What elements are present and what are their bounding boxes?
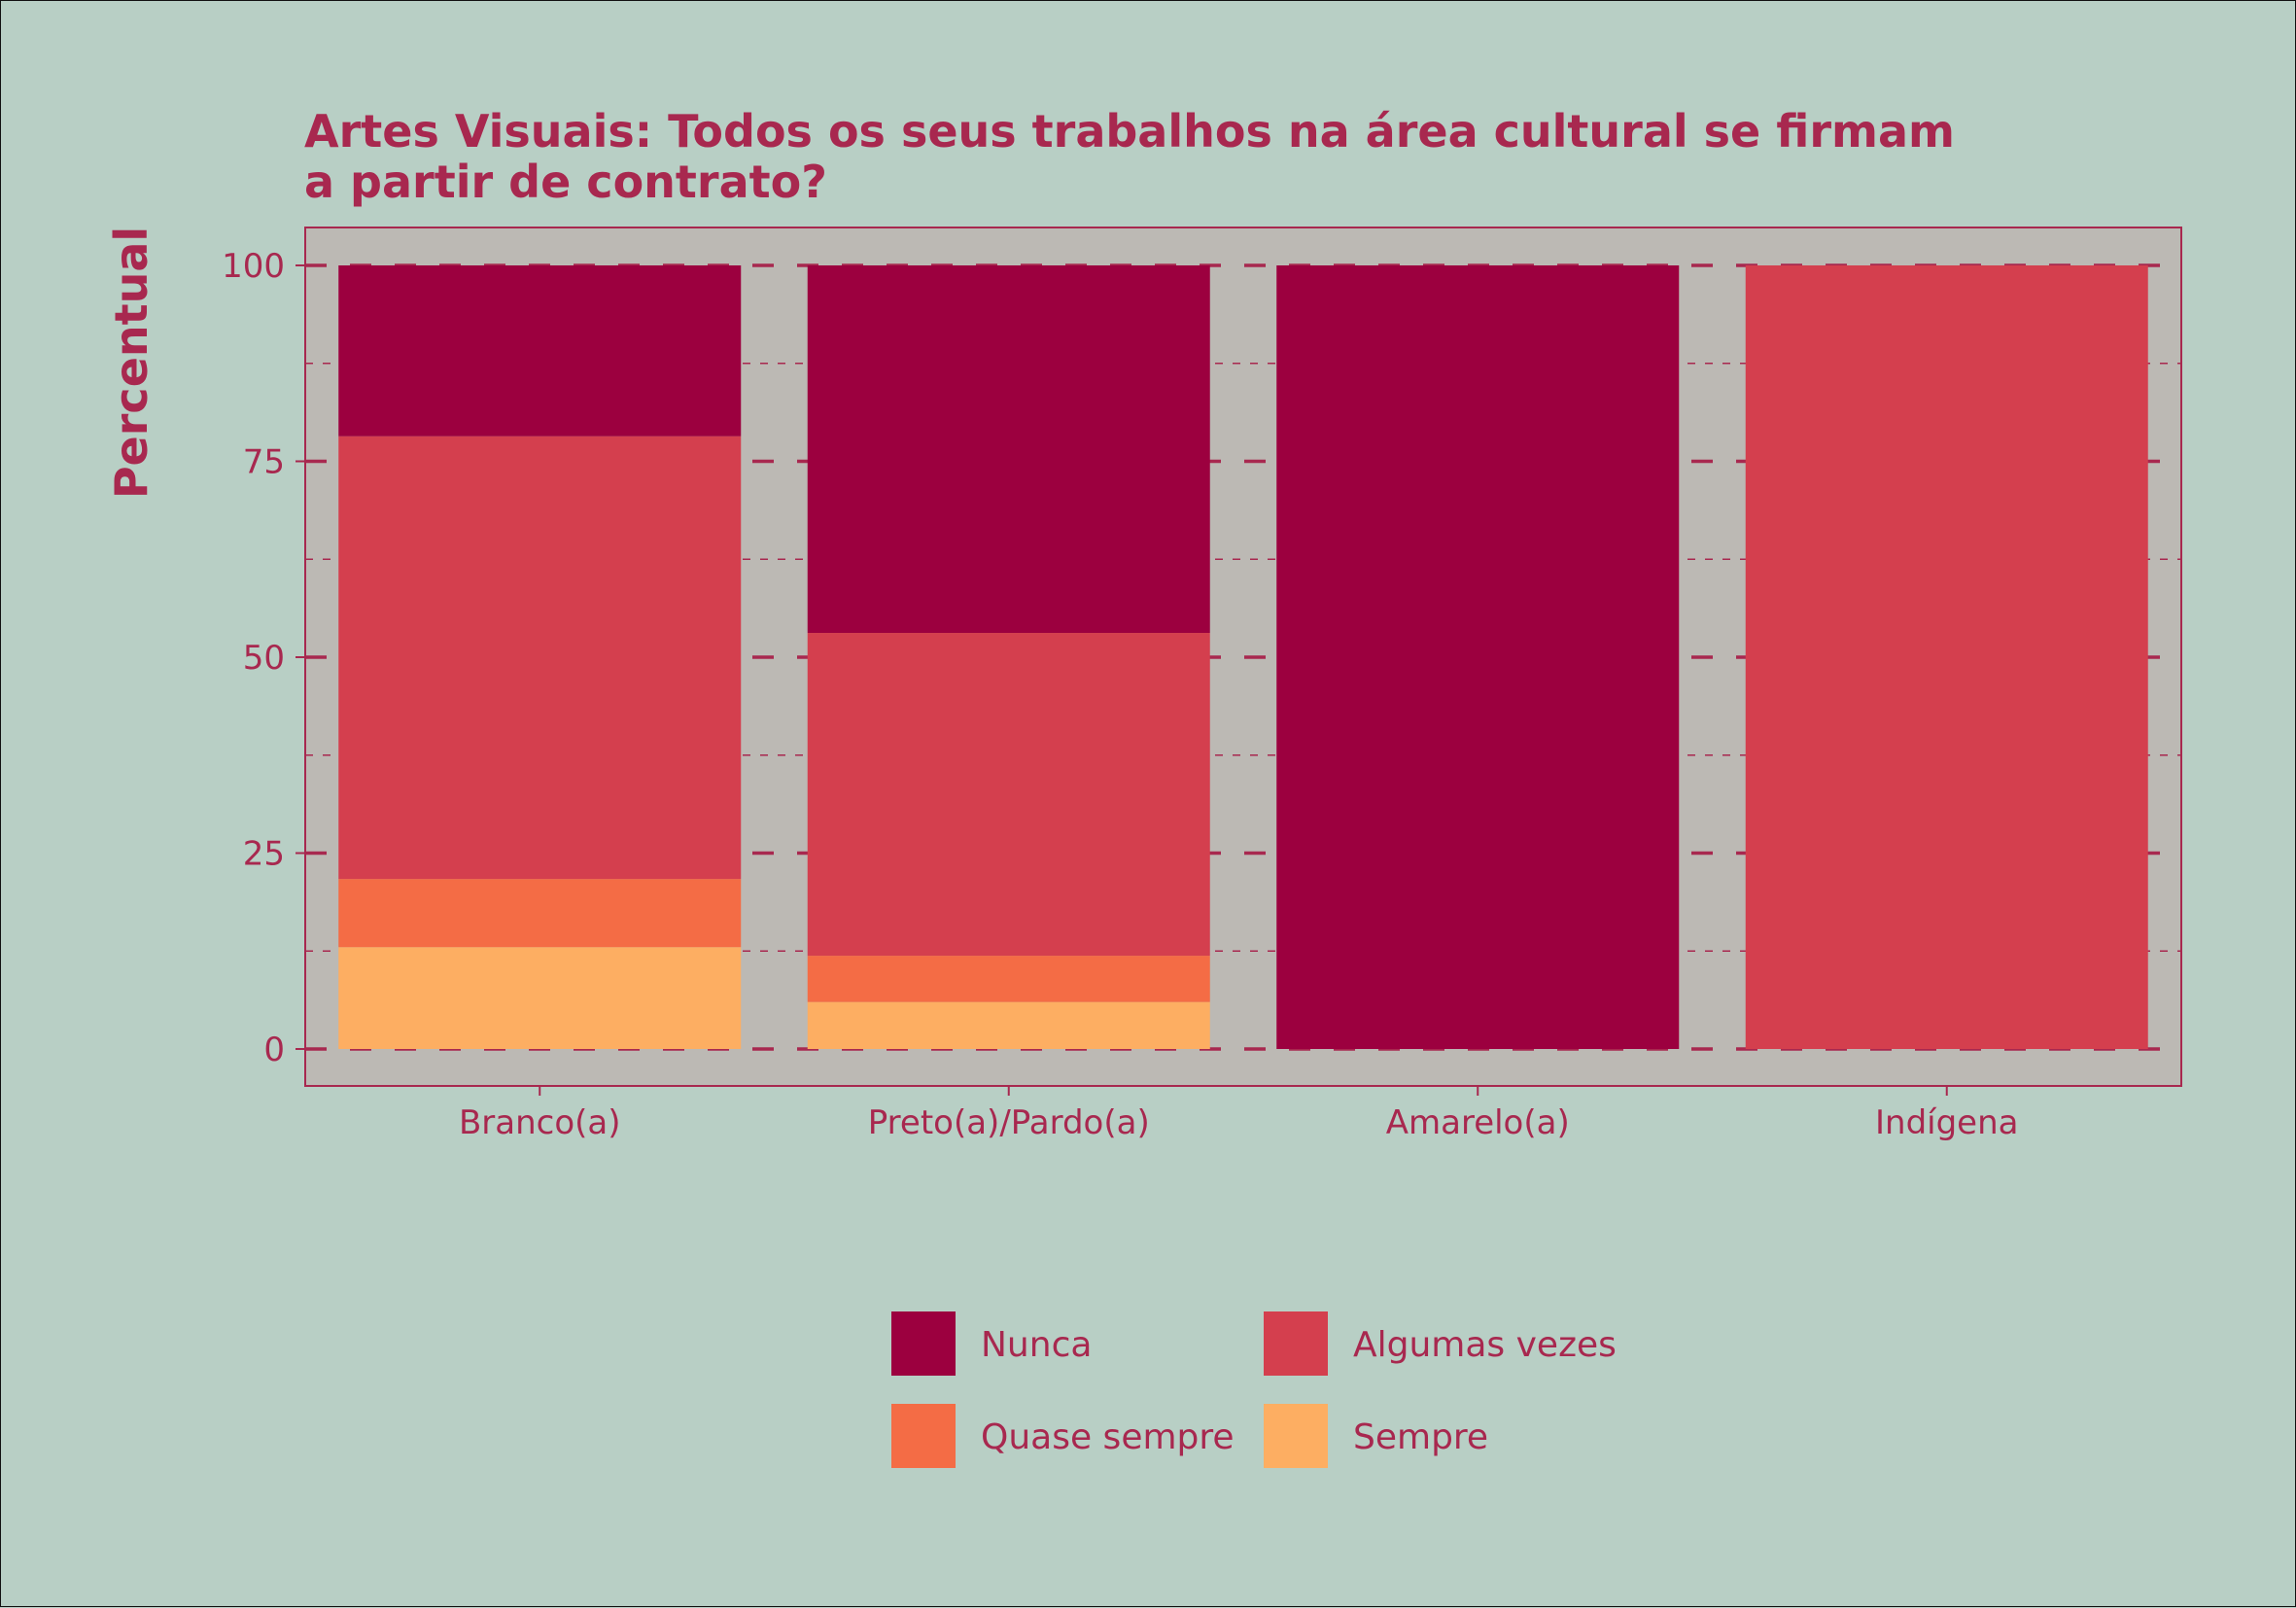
- legend-label: Nunca: [981, 1325, 1092, 1365]
- x-axis-ticks: Branco(a) Preto(a)/Pardo(a) Amarelo(a) Indí…: [459, 1086, 2019, 1142]
- bar-segment: [338, 947, 742, 1049]
- y-tick-label: 0: [263, 1031, 285, 1069]
- y-tick-label: 50: [243, 639, 285, 678]
- y-tick-label: 75: [243, 443, 285, 482]
- legend-label: Sempre: [1353, 1417, 1488, 1457]
- x-tick-label: Preto(a)/Pardo(a): [868, 1103, 1150, 1142]
- legend-swatch: [891, 1404, 956, 1468]
- bar-segment: [807, 1001, 1210, 1049]
- bar-segment: [338, 265, 742, 437]
- legend-label: Algumas vezes: [1353, 1325, 1617, 1365]
- bar-segment: [807, 633, 1210, 957]
- x-tick-label: Amarelo(a): [1386, 1103, 1570, 1142]
- bar-segment: [338, 879, 742, 948]
- x-tick-label: Indígena: [1875, 1103, 2019, 1142]
- legend-swatch: [891, 1311, 956, 1376]
- chart-title: Artes Visuais: Todos os seus trabalhos n…: [304, 105, 1955, 208]
- legend-swatch: [1264, 1311, 1328, 1376]
- bar-segment: [807, 265, 1210, 634]
- y-axis-label: Percentual: [105, 227, 157, 499]
- x-tick-label: Branco(a): [459, 1103, 621, 1142]
- bar-segment: [338, 436, 742, 880]
- chart-title-line-1: Artes Visuais: Todos os seus trabalhos n…: [304, 105, 1955, 157]
- bars: [338, 265, 2148, 1049]
- y-axis-ticks: 0 25 50 75 100: [222, 247, 305, 1069]
- chart-title-line-2: a partir de contrato?: [304, 156, 827, 208]
- bar-segment: [1745, 265, 2148, 1049]
- legend: Nunca Algumas vezes Quase sempre Sempre: [891, 1311, 1617, 1468]
- legend-swatch: [1264, 1404, 1328, 1468]
- y-tick-label: 25: [243, 835, 285, 874]
- bar-segment: [1276, 265, 1680, 1049]
- legend-label: Quase sempre: [981, 1417, 1235, 1457]
- bar-segment: [807, 956, 1210, 1002]
- y-tick-label: 100: [222, 247, 285, 286]
